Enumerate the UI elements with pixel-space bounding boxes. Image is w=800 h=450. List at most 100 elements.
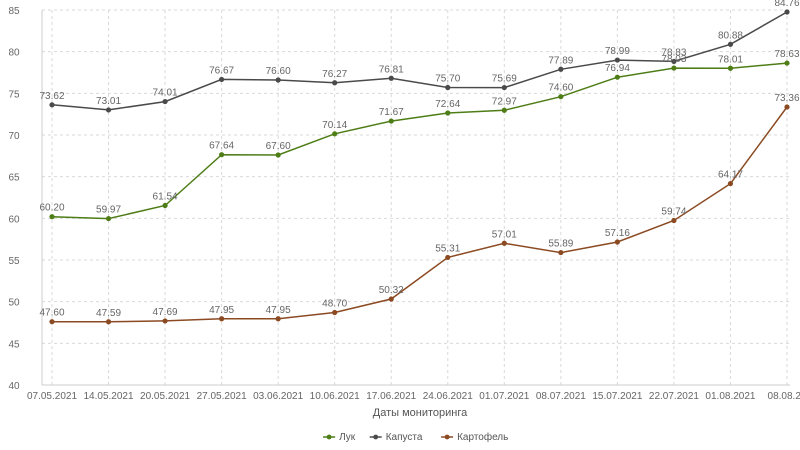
data-point [501, 84, 507, 91]
data-point [219, 76, 225, 83]
data-point [332, 131, 338, 137]
data-label: 76.60 [266, 66, 291, 77]
y-tick-label: 85 [8, 6, 20, 17]
legend-label: Картофель [457, 431, 508, 443]
data-label: 76.27 [322, 69, 347, 80]
data-point [614, 74, 620, 80]
data-point [671, 65, 677, 71]
data-point [445, 254, 451, 261]
data-label: 48.70 [322, 299, 347, 310]
data-point [332, 309, 338, 316]
legend-marker [444, 434, 450, 440]
data-label: 78.83 [661, 47, 686, 58]
data-point [558, 66, 564, 72]
x-tick-label: 24.06.2021 [423, 391, 473, 402]
data-label: 67.60 [266, 141, 291, 152]
data-label: 59.97 [96, 205, 121, 216]
data-label: 75.70 [435, 74, 460, 85]
data-label: 75.69 [492, 74, 517, 85]
data-point [727, 41, 734, 47]
data-point [105, 107, 112, 113]
data-label: 47.95 [209, 305, 234, 316]
data-label: 80.88 [718, 30, 743, 41]
data-point [727, 180, 734, 187]
x-tick-label: 27.05.2021 [197, 391, 247, 402]
data-point [388, 75, 394, 81]
data-label: 74.60 [548, 83, 573, 94]
data-point [727, 65, 734, 71]
data-label: 77.89 [548, 55, 573, 66]
data-point [445, 84, 451, 91]
data-label: 73.36 [774, 93, 799, 104]
x-tick-label: 17.06.2021 [366, 391, 416, 402]
series-lines [51, 11, 788, 323]
y-tick-label: 60 [8, 214, 20, 225]
data-label: 73.01 [96, 96, 121, 107]
data-point [105, 215, 112, 222]
data-label: 78.03 [661, 54, 686, 65]
x-tick-label: 20.05.2021 [140, 391, 190, 402]
legend: Лук Капуста Картофель [323, 431, 508, 443]
data-label: 57.16 [605, 228, 630, 239]
data-label: 76.81 [379, 64, 404, 75]
x-axis: 07.05.2021 14.05.2021 20.05.2021 27.05.2021… [27, 391, 800, 402]
data-point [49, 319, 55, 325]
legend-label: Капуста [386, 432, 423, 443]
x-tick-label: 14.05.2021 [84, 391, 134, 402]
data-label: 47.59 [96, 308, 121, 319]
data-point [501, 107, 507, 113]
data-point [388, 296, 394, 302]
data-point [275, 77, 281, 83]
data-label: 72.97 [492, 96, 517, 107]
data-point [784, 60, 790, 66]
data-point [671, 58, 677, 65]
data-label: 67.64 [209, 141, 234, 152]
data-label: 61.54 [153, 192, 178, 203]
x-tick-label: 08.08.20 [768, 391, 800, 402]
data-point [162, 318, 168, 324]
data-label: 78.63 [774, 49, 799, 60]
series-line-1 [51, 11, 788, 111]
y-tick-label: 50 [8, 298, 20, 309]
data-point [219, 316, 225, 322]
data-label: 60.20 [39, 203, 64, 214]
data-label: 47.69 [153, 307, 178, 318]
y-tick-label: 45 [8, 339, 20, 350]
legend-marker [326, 434, 332, 440]
data-point [558, 249, 564, 256]
x-tick-label: 03.06.2021 [253, 391, 303, 402]
data-labels: 60.20 59.97 61.54 67.64 67.60 70.14 71.67 72.64… [39, 0, 799, 319]
data-point [614, 239, 620, 245]
data-point [105, 319, 112, 325]
x-tick-label: 08.07.2021 [536, 391, 586, 402]
data-label: 74.01 [153, 88, 178, 99]
data-label: 50.32 [379, 285, 404, 296]
data-point [275, 316, 281, 322]
data-label: 47.60 [39, 308, 64, 319]
y-tick-label: 70 [8, 131, 20, 142]
data-point [219, 152, 225, 158]
x-tick-label: 01.08.2021 [705, 391, 755, 402]
x-axis-title: Даты мониторинга [373, 407, 468, 419]
data-point [784, 9, 790, 15]
series-line-0 [51, 62, 788, 220]
data-point [388, 118, 394, 124]
data-point [162, 98, 168, 105]
data-point [784, 104, 790, 110]
data-point [332, 80, 338, 86]
data-label: 72.64 [435, 99, 460, 110]
y-tick-label: 75 [8, 89, 20, 100]
data-point [49, 214, 55, 220]
data-label: 73.62 [39, 91, 64, 102]
y-tick-label: 80 [8, 48, 20, 59]
data-label: 59.74 [661, 207, 686, 218]
y-tick-label: 40 [8, 381, 20, 392]
data-label: 84.76 [774, 0, 799, 9]
data-label: 47.95 [266, 305, 291, 316]
x-tick-label: 10.06.2021 [310, 391, 360, 402]
data-point [501, 240, 507, 246]
data-point [558, 94, 564, 100]
series-line-2 [51, 106, 788, 323]
data-point [671, 217, 677, 224]
data-label: 71.67 [379, 107, 404, 118]
